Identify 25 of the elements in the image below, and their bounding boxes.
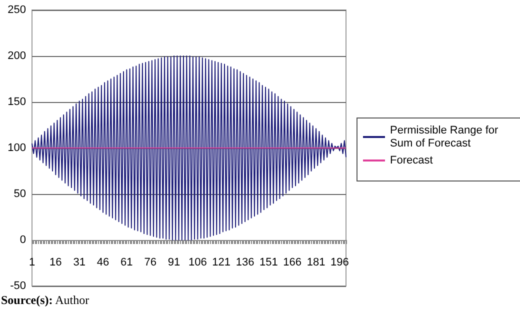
x-tick-label: 31 <box>73 256 86 268</box>
y-tick-label: -50 <box>10 280 26 292</box>
x-tick-label: 196 <box>330 256 349 268</box>
x-tick-label: 151 <box>260 256 278 268</box>
x-tick-label: 121 <box>212 256 231 268</box>
x-tick-label: 1 <box>28 256 36 268</box>
x-tick-label: 166 <box>283 256 302 268</box>
legend-label: Forecast <box>390 154 433 166</box>
y-tick-label: 200 <box>8 50 26 62</box>
line-series <box>32 56 346 240</box>
y-tick-label: 100 <box>8 142 26 154</box>
source-note: Source(s): Author <box>1 293 90 307</box>
x-tick-label: 106 <box>188 256 207 268</box>
legend-label: Permissible Range for Sum of Forecast <box>390 124 502 150</box>
x-tick-label: 136 <box>236 256 254 268</box>
y-tick-label: 150 <box>8 96 26 108</box>
x-tick-label: 16 <box>50 256 62 268</box>
x-tick-label: 76 <box>144 256 156 268</box>
y-tick-label: 250 <box>8 4 26 16</box>
x-tick-label: 181 <box>306 256 326 268</box>
x-tick-label: 46 <box>96 256 110 268</box>
x-tick-label: 91 <box>168 256 180 268</box>
y-tick-label: 0 <box>20 234 26 246</box>
x-tick-label: 61 <box>120 256 133 268</box>
y-tick-label: 50 <box>14 188 26 200</box>
